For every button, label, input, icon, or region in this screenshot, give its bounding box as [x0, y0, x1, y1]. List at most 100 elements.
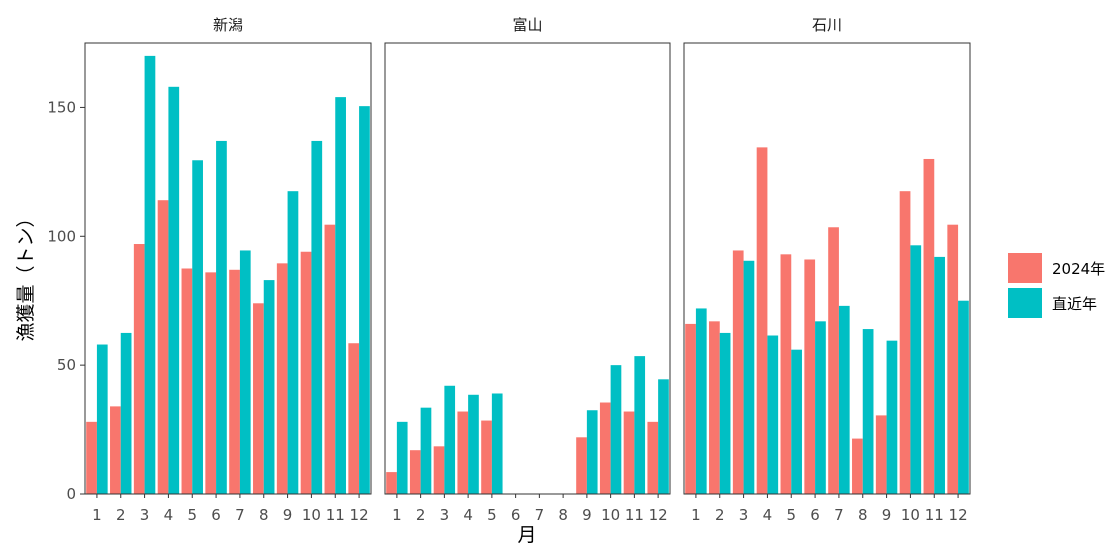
bar — [157, 200, 169, 494]
x-tick-label: 1 — [691, 506, 701, 524]
x-tick-label: 8 — [858, 506, 868, 524]
x-tick-label: 11 — [925, 506, 944, 524]
x-tick-label: 5 — [187, 506, 197, 524]
bar — [719, 332, 731, 494]
x-tick-label: 4 — [763, 506, 773, 524]
x-tick-label: 8 — [558, 506, 568, 524]
bar — [647, 421, 659, 494]
bar — [610, 365, 622, 494]
bar — [192, 160, 203, 494]
y-tick-label: 0 — [66, 485, 76, 503]
x-tick-label: 12 — [649, 506, 668, 524]
x-tick-label: 10 — [601, 506, 620, 524]
x-tick-label: 2 — [416, 506, 426, 524]
panel-border — [683, 42, 971, 495]
x-tick-label: 4 — [463, 506, 473, 524]
bar — [287, 191, 299, 494]
x-tick-label: 7 — [834, 506, 844, 524]
bar — [457, 411, 469, 494]
bar — [828, 227, 839, 494]
x-tick-label: 11 — [326, 506, 345, 524]
bar — [444, 385, 456, 494]
bar — [311, 140, 323, 494]
panel-title: 石川 — [812, 16, 842, 34]
panel-title: 新潟 — [213, 16, 243, 34]
bar — [709, 321, 720, 494]
x-tick-label: 10 — [302, 506, 321, 524]
bar — [420, 407, 432, 494]
bar — [468, 394, 479, 494]
x-tick-label: 10 — [901, 506, 920, 524]
bar — [910, 245, 922, 494]
bar — [253, 303, 264, 494]
bar — [815, 321, 826, 494]
bar — [144, 55, 156, 495]
bar — [780, 254, 792, 494]
x-tick-label: 5 — [487, 506, 497, 524]
panel: 富山1 2 3 4 5 6 7 8 9 10 11 12 — [384, 16, 671, 524]
bar — [348, 343, 360, 494]
bar — [623, 411, 635, 494]
legend-label: 直近年 — [1052, 295, 1097, 313]
bar — [934, 256, 945, 494]
x-axis-title: 月 — [517, 524, 536, 546]
bar — [229, 269, 240, 494]
bar — [168, 86, 180, 494]
x-tick-label: 9 — [283, 506, 293, 524]
bar — [852, 438, 863, 494]
bar — [491, 393, 503, 494]
x-tick-label: 1 — [392, 506, 402, 524]
bar — [732, 250, 744, 494]
x-tick-label: 3 — [140, 506, 150, 524]
x-tick-label: 3 — [739, 506, 749, 524]
bar — [263, 280, 275, 494]
bar — [239, 250, 251, 494]
bar — [875, 415, 887, 494]
bar — [96, 344, 108, 494]
panel-border — [84, 42, 372, 495]
legend-swatch — [1008, 288, 1042, 318]
bar — [862, 329, 874, 494]
bar — [804, 259, 816, 494]
bar — [120, 332, 132, 494]
bar — [695, 308, 707, 494]
panel-title: 富山 — [512, 16, 542, 34]
y-tick-label: 50 — [57, 356, 76, 374]
bar — [86, 421, 97, 494]
x-tick-label: 1 — [92, 506, 102, 524]
x-tick-label: 11 — [625, 506, 644, 524]
x-tick-label: 7 — [535, 506, 545, 524]
bar — [685, 323, 696, 494]
panel: 新潟1 2 3 4 5 6 7 8 9 10 11 12 — [84, 16, 372, 524]
legend-swatch — [1008, 253, 1042, 283]
bar — [324, 224, 336, 494]
bar — [396, 421, 408, 494]
bar — [359, 106, 370, 494]
bar — [586, 410, 598, 494]
bar — [899, 191, 911, 494]
bar — [599, 402, 611, 494]
x-tick-label: 8 — [259, 506, 269, 524]
panel-border — [384, 42, 671, 495]
legend-label: 2024年 — [1052, 260, 1105, 278]
bar — [923, 158, 935, 494]
bar — [481, 420, 492, 494]
x-tick-label: 4 — [164, 506, 174, 524]
bar — [886, 340, 898, 494]
bar — [634, 356, 646, 494]
y-axis: 0 50 100 150 — [47, 98, 85, 503]
x-tick-label: 5 — [786, 506, 796, 524]
y-axis-title: 漁獲量（トン） — [15, 208, 37, 341]
x-tick-label: 7 — [235, 506, 245, 524]
y-tick-label: 150 — [47, 98, 76, 116]
y-tick-label: 100 — [47, 227, 76, 245]
bar — [838, 305, 850, 494]
bar — [576, 437, 587, 494]
x-tick-label: 6 — [211, 506, 221, 524]
x-tick-label: 3 — [440, 506, 450, 524]
bar — [205, 272, 217, 494]
x-tick-label: 2 — [715, 506, 725, 524]
